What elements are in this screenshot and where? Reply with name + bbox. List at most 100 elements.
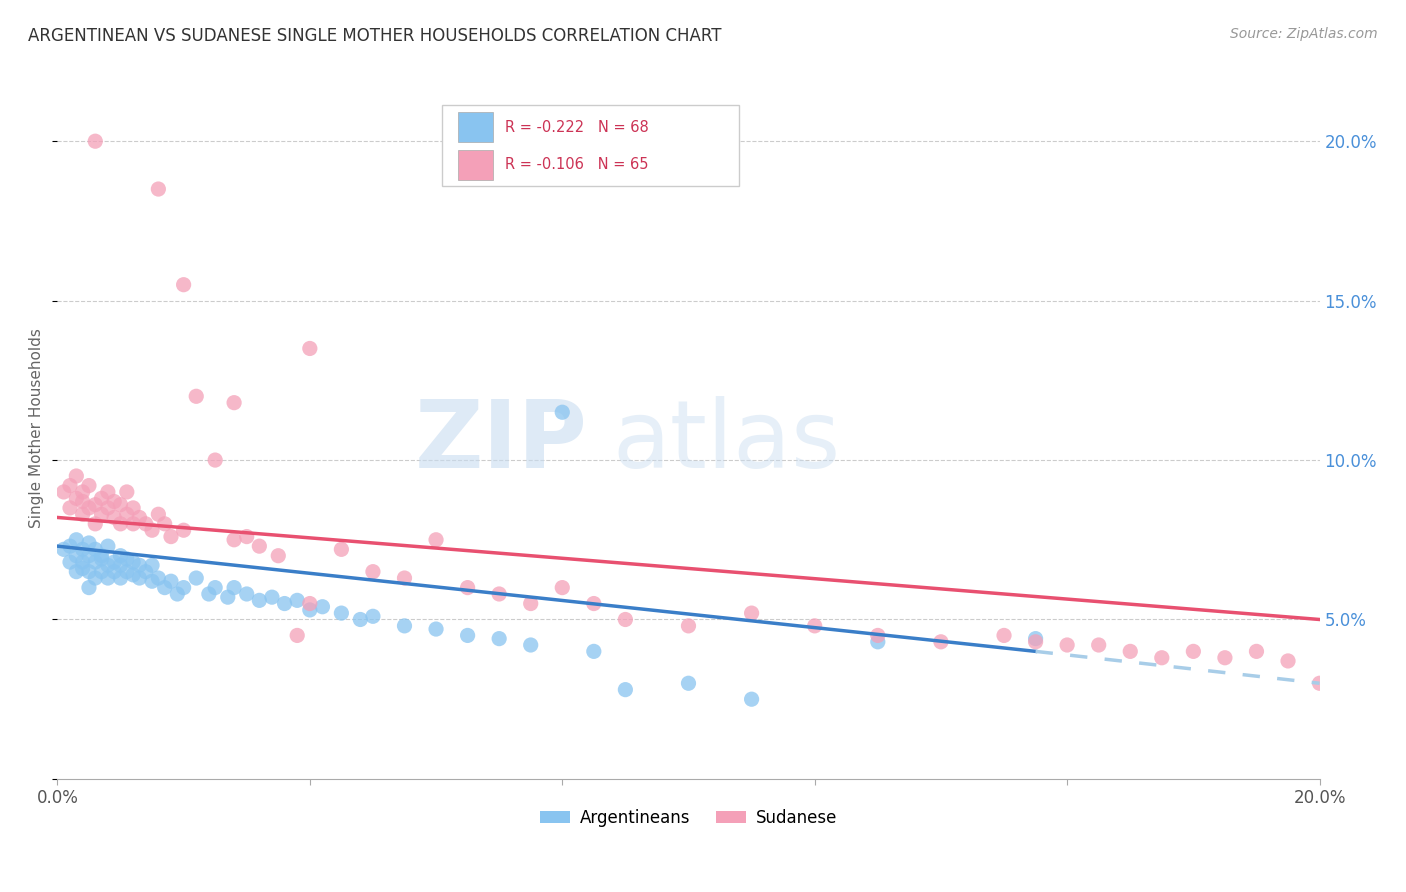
Point [90,552,112,566]
Point [457,628,479,642]
Point [1025,635,1047,649]
Point [141,558,163,573]
Point [519,638,541,652]
Point [103,510,125,524]
Point [52,485,75,500]
Y-axis label: Single Mother Households: Single Mother Households [30,328,44,528]
Point [72,542,94,557]
Point [866,628,889,642]
Point [65,533,87,547]
Point [110,516,132,531]
Point [1025,632,1047,646]
Point [1213,650,1236,665]
FancyBboxPatch shape [443,105,740,186]
Point [72,561,94,575]
Text: R = -0.106   N = 65: R = -0.106 N = 65 [506,158,650,172]
Point [84,516,107,531]
Bar [457,150,494,179]
Point [285,628,308,642]
Point [173,581,195,595]
Point [361,565,384,579]
Point [122,516,145,531]
Point [52,542,75,557]
Point [97,485,120,500]
Point [993,628,1015,642]
Point [84,571,107,585]
Point [866,635,889,649]
Point [330,542,353,557]
Point [330,606,353,620]
Point [65,549,87,563]
Point [153,581,176,595]
Point [141,574,163,589]
Point [678,619,700,633]
Point [90,549,112,563]
Point [247,539,270,553]
Point [72,555,94,569]
Point [135,565,157,579]
Point [65,469,87,483]
Point [803,619,825,633]
Point [457,581,479,595]
Point [1246,644,1268,658]
Point [204,453,226,467]
Point [103,494,125,508]
Point [224,581,246,595]
Point [128,510,150,524]
Point [551,405,574,419]
Point [519,597,541,611]
Point [90,508,112,522]
Point [678,676,700,690]
Point [77,478,100,492]
Point [115,508,138,522]
Point [160,574,183,589]
Point [224,533,246,547]
Point [394,619,416,633]
Point [153,516,176,531]
Point [59,555,82,569]
Point [285,593,308,607]
Point [97,500,120,515]
Point [349,612,371,626]
Point [128,571,150,585]
Bar [457,112,494,142]
Point [115,565,138,579]
Point [217,590,239,604]
Point [103,565,125,579]
Text: ZIP: ZIP [415,396,588,488]
Point [128,558,150,573]
Point [59,478,82,492]
Point [173,523,195,537]
Point [298,603,321,617]
Point [361,609,384,624]
Point [97,571,120,585]
Point [247,593,270,607]
Point [148,182,170,196]
Point [84,542,107,557]
Point [59,500,82,515]
Point [551,581,574,595]
Point [614,682,637,697]
Point [311,599,333,614]
Point [425,622,447,636]
Point [77,549,100,563]
Text: R = -0.222   N = 68: R = -0.222 N = 68 [506,120,650,135]
Text: atlas: atlas [613,396,841,488]
Point [72,494,94,508]
Point [65,491,87,506]
Point [267,549,290,563]
Point [115,485,138,500]
Point [84,555,107,569]
Point [84,134,107,148]
Point [115,552,138,566]
Point [224,395,246,409]
Point [122,555,145,569]
Point [1119,644,1142,658]
Point [1150,650,1173,665]
Point [260,590,283,604]
Point [614,612,637,626]
Point [198,587,221,601]
Point [929,635,952,649]
Point [186,571,208,585]
Point [488,632,510,646]
